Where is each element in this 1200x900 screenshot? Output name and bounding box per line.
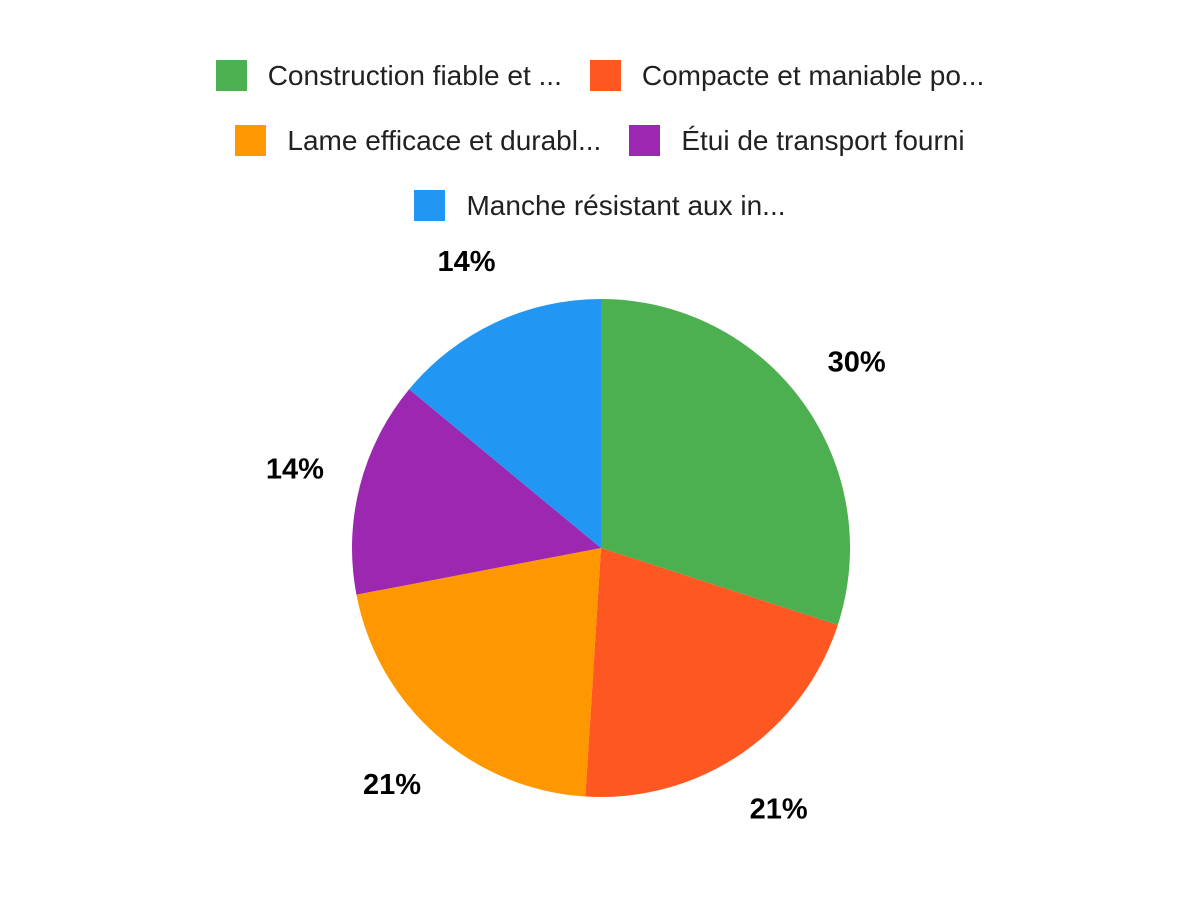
legend-label: Étui de transport fourni (681, 125, 965, 156)
slice-value-label: 21% (363, 769, 421, 801)
legend-item-3: Étui de transport fourni (629, 125, 965, 156)
legend-row: Manche résistant aux in... (414, 190, 786, 221)
legend-label: Compacte et maniable po... (641, 60, 985, 91)
slice-value-label: 14% (266, 453, 324, 485)
slice-value-label: 21% (750, 793, 808, 825)
slice-value-label: 30% (828, 346, 886, 378)
legend-item-1: Compacte et maniable po... (589, 60, 985, 91)
pie-slice-2[interactable] (356, 548, 601, 797)
legend-label: Manche résistant aux in... (466, 190, 786, 221)
legend-swatch-icon (414, 190, 446, 221)
pie-slice-4[interactable] (409, 299, 601, 548)
legend-item-0: Construction fiable et ... (215, 60, 562, 91)
legend-item-2: Lame efficace et durabl... (235, 125, 601, 156)
legend-swatch-icon (215, 60, 247, 91)
legend-item-4: Manche résistant aux in... (414, 190, 786, 221)
chart-legend: Construction fiable et ... Compacte et ma… (0, 60, 1200, 221)
legend-swatch-icon (235, 125, 267, 156)
legend-label: Construction fiable et ... (267, 60, 562, 91)
legend-swatch-icon (629, 125, 661, 156)
pie-slice-1[interactable] (585, 548, 838, 798)
legend-row: Lame efficace et durabl... Étui de transp… (235, 125, 965, 156)
pie-slice-0[interactable] (601, 299, 850, 625)
legend-row: Construction fiable et ... Compacte et ma… (215, 60, 985, 91)
legend-swatch-icon (589, 60, 621, 91)
legend-label: Lame efficace et durabl... (287, 125, 602, 156)
slice-value-label: 14% (437, 246, 495, 278)
pie-slice-3[interactable] (351, 389, 601, 595)
